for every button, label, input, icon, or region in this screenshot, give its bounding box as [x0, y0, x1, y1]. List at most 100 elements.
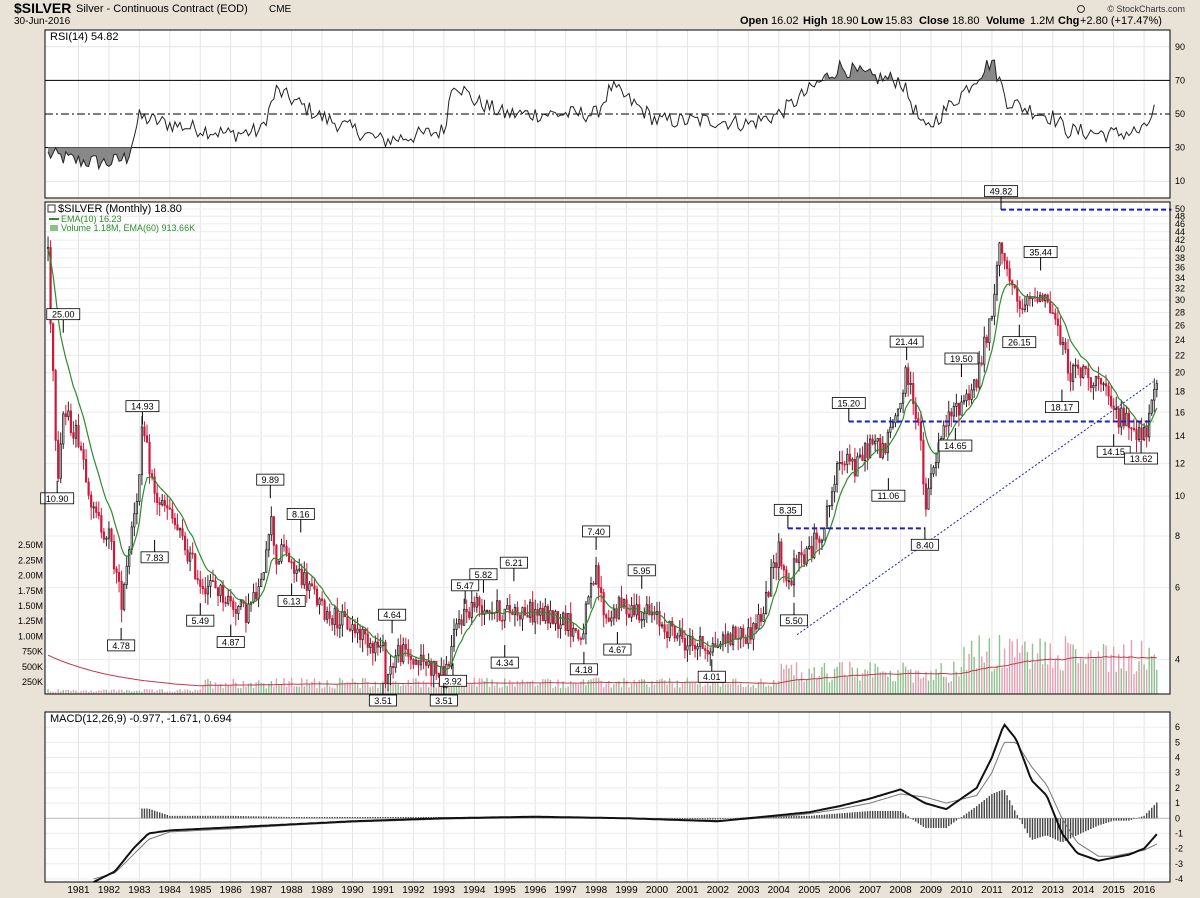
price-bar-body	[1137, 427, 1141, 440]
price-bar-body	[584, 603, 588, 635]
price-bar-body	[412, 659, 415, 665]
price-tick-label: 26	[1175, 321, 1185, 331]
x-tick-label: 2004	[768, 885, 791, 896]
macd-tick-label: 2	[1175, 783, 1180, 793]
macd-histogram-bar	[420, 817, 422, 819]
rsi-tick-label: 70	[1175, 75, 1185, 85]
volume-bar	[70, 690, 72, 694]
price-bar-body	[74, 424, 78, 439]
macd-histogram-bar	[407, 817, 410, 819]
volume-bar	[1016, 639, 1018, 694]
price-annotation-label: 9.89	[262, 475, 280, 485]
price-bar-body	[320, 598, 324, 602]
price-bar-body	[64, 413, 67, 417]
price-bar-body	[927, 487, 930, 510]
macd-histogram-bar	[1085, 818, 1087, 832]
price-annotation-label: 15.20	[838, 398, 861, 408]
price-bar-body	[153, 476, 156, 494]
price-bar-body	[594, 565, 598, 585]
volume-bar	[953, 661, 955, 694]
price-bar-body	[729, 633, 732, 646]
price-bar-body	[830, 491, 834, 506]
macd-histogram-bar	[1021, 818, 1024, 825]
price-bar-body	[115, 568, 118, 573]
volume-bar	[882, 671, 884, 694]
volume-tick-label: 2.00M	[18, 571, 43, 581]
price-annotation-label: 5.50	[785, 616, 803, 626]
macd-histogram-bar	[247, 816, 250, 819]
volume-bar	[473, 677, 475, 694]
price-bar-body	[123, 584, 126, 610]
price-bar-body	[353, 624, 357, 634]
price-bar-body	[371, 643, 374, 654]
macd-histogram-bar	[854, 812, 856, 819]
price-annotation-label: 4.64	[383, 610, 401, 620]
macd-histogram-bar	[904, 814, 907, 819]
volume-bar	[1107, 671, 1110, 694]
macd-histogram-bar	[1118, 818, 1120, 821]
price-bar-body	[336, 608, 339, 629]
macd-histogram-bar	[209, 815, 212, 819]
price-bar-body	[374, 641, 377, 654]
price-bar-body	[478, 597, 481, 607]
collapse-toggle-icon[interactable]	[47, 204, 56, 213]
annotation-box	[1002, 336, 1037, 349]
macd-histogram-bar	[940, 818, 942, 828]
macd-tick-label: -2	[1175, 844, 1183, 854]
volume-bar	[927, 680, 930, 694]
price-bar-body	[346, 616, 349, 630]
price-bar-body	[934, 462, 938, 468]
volume-bar	[709, 685, 711, 694]
macd-histogram-bar	[151, 809, 153, 819]
annotation-box	[451, 579, 480, 592]
x-axis: 1981 1982 1983 1984 1985 1986 1987 1988 1989 1990…	[67, 885, 1155, 896]
volume-bar	[290, 677, 293, 694]
volume-bar	[493, 685, 496, 694]
macd-tick-label: -1	[1175, 828, 1183, 838]
volume-bar	[141, 691, 143, 694]
annotation-box	[368, 694, 397, 707]
volume-bar	[795, 662, 798, 694]
price-bar-body	[957, 402, 961, 416]
volume-bar	[377, 687, 379, 694]
price-bar-body	[1145, 427, 1148, 438]
price-bar-body	[1000, 242, 1004, 254]
price-bar-body	[488, 610, 491, 615]
macd-histogram-bar	[377, 817, 379, 819]
macd-histogram-bar	[1082, 818, 1084, 833]
price-bar-body	[904, 367, 907, 394]
macd-histogram-bar	[1156, 802, 1158, 819]
volume-bar	[1008, 638, 1011, 694]
volume-bar	[166, 691, 168, 694]
volume-bar	[1082, 659, 1084, 694]
price-annotation-label: 14.65	[944, 441, 967, 451]
price-bar-body	[1054, 312, 1057, 320]
price-bar-body	[277, 560, 281, 565]
volume-bar	[1049, 643, 1051, 694]
price-bar-body	[384, 641, 387, 684]
volume-bar	[448, 684, 450, 694]
macd-histogram-bar	[219, 815, 222, 819]
volume-bar	[1085, 663, 1087, 694]
price-bar-body	[52, 323, 55, 371]
macd-histogram-bar	[1112, 818, 1115, 821]
price-bar-body	[163, 499, 166, 506]
price-bar-body	[610, 617, 613, 622]
price-bar-body	[1104, 383, 1108, 387]
volume-bar	[973, 657, 975, 694]
macd-histogram-bar	[882, 810, 884, 819]
macd-histogram-bar	[356, 817, 359, 819]
price-bar-body	[201, 585, 204, 590]
macd-histogram-bar	[260, 816, 262, 819]
macd-histogram-bar	[422, 817, 425, 819]
macd-histogram-bar	[788, 815, 790, 819]
volume-bar	[1026, 652, 1029, 694]
price-bar-body	[1150, 399, 1153, 414]
volume-bar	[295, 686, 298, 694]
volume-bar	[179, 689, 181, 694]
macd-histogram-bar	[925, 818, 927, 828]
volume-bar	[260, 682, 262, 694]
price-bar-body	[762, 613, 765, 622]
macd-histogram-bar	[709, 818, 711, 820]
price-bar-body	[983, 336, 986, 365]
